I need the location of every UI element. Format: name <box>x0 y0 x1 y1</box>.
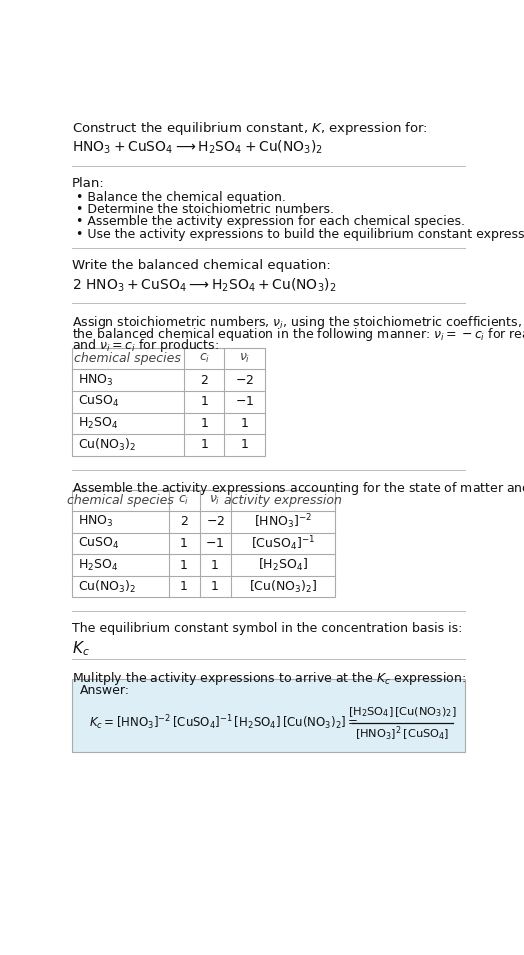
Text: $c_i$: $c_i$ <box>179 494 190 507</box>
Text: 1: 1 <box>180 559 188 571</box>
Text: 1: 1 <box>241 438 248 452</box>
Text: $\mathrm{Cu(NO_3)_2}$: $\mathrm{Cu(NO_3)_2}$ <box>78 436 136 453</box>
Text: $\nu_i$: $\nu_i$ <box>239 352 250 365</box>
Text: $\nu_i$: $\nu_i$ <box>210 494 221 507</box>
Text: $[\mathrm{HNO_3}]^{-2}$: $[\mathrm{HNO_3}]^{-2}$ <box>254 513 312 531</box>
Text: 1: 1 <box>241 417 248 430</box>
Text: $[\mathrm{HNO_3}]^2\,[\mathrm{CuSO_4}]$: $[\mathrm{HNO_3}]^2\,[\mathrm{CuSO_4}]$ <box>355 725 450 743</box>
Text: and $\nu_i = c_i$ for products:: and $\nu_i = c_i$ for products: <box>72 337 219 354</box>
Text: $K_c = [\mathrm{HNO_3}]^{-2}\,[\mathrm{CuSO_4}]^{-1}\,[\mathrm{H_2SO_4}]\,[\math: $K_c = [\mathrm{HNO_3}]^{-2}\,[\mathrm{C… <box>89 713 358 732</box>
Text: Mulitply the activity expressions to arrive at the $K_c$ expression:: Mulitply the activity expressions to arr… <box>72 669 466 687</box>
Text: $K_c$: $K_c$ <box>72 639 90 658</box>
Text: $\mathrm{2\ HNO_3 + CuSO_4 \longrightarrow H_2SO_4 + Cu(NO_3)_2}$: $\mathrm{2\ HNO_3 + CuSO_4 \longrightarr… <box>72 277 336 294</box>
Text: $\mathrm{CuSO_4}$: $\mathrm{CuSO_4}$ <box>78 394 119 410</box>
Text: $\mathrm{H_2SO_4}$: $\mathrm{H_2SO_4}$ <box>78 415 118 431</box>
Text: Construct the equilibrium constant, $K$, expression for:: Construct the equilibrium constant, $K$,… <box>72 120 428 137</box>
Text: 2: 2 <box>180 516 188 528</box>
Text: Write the balanced chemical equation:: Write the balanced chemical equation: <box>72 259 331 271</box>
Text: $[\mathrm{H_2SO_4}]\,[\mathrm{Cu(NO_3)_2}]$: $[\mathrm{H_2SO_4}]\,[\mathrm{Cu(NO_3)_2… <box>348 705 457 719</box>
Text: 1: 1 <box>200 438 208 452</box>
Text: $[\mathrm{H_2SO_4}]$: $[\mathrm{H_2SO_4}]$ <box>258 557 308 573</box>
Text: $\mathrm{CuSO_4}$: $\mathrm{CuSO_4}$ <box>78 536 119 551</box>
Text: Assign stoichiometric numbers, $\nu_i$, using the stoichiometric coefficients, $: Assign stoichiometric numbers, $\nu_i$, … <box>72 314 524 331</box>
Text: $-2$: $-2$ <box>205 516 225 528</box>
Text: $-1$: $-1$ <box>235 395 254 409</box>
Text: $\mathrm{HNO_3}$: $\mathrm{HNO_3}$ <box>78 515 114 529</box>
Text: $c_i$: $c_i$ <box>199 352 210 365</box>
Text: 1: 1 <box>211 580 219 593</box>
Text: 1: 1 <box>211 559 219 571</box>
Text: • Balance the chemical equation.: • Balance the chemical equation. <box>77 191 286 203</box>
Bar <box>72 348 265 456</box>
Text: 1: 1 <box>180 580 188 593</box>
Text: 2: 2 <box>200 373 208 387</box>
Text: Answer:: Answer: <box>80 684 129 696</box>
Text: $\mathrm{HNO_3 + CuSO_4 \longrightarrow H_2SO_4 + Cu(NO_3)_2}$: $\mathrm{HNO_3 + CuSO_4 \longrightarrow … <box>72 138 323 156</box>
Text: The equilibrium constant symbol in the concentration basis is:: The equilibrium constant symbol in the c… <box>72 622 462 635</box>
Text: the balanced chemical equation in the following manner: $\nu_i = -c_i$ for react: the balanced chemical equation in the fo… <box>72 326 524 343</box>
Text: $\mathrm{H_2SO_4}$: $\mathrm{H_2SO_4}$ <box>78 558 118 573</box>
Text: $\mathrm{Cu(NO_3)_2}$: $\mathrm{Cu(NO_3)_2}$ <box>78 579 136 595</box>
Text: $\mathrm{HNO_3}$: $\mathrm{HNO_3}$ <box>78 372 114 388</box>
Text: 1: 1 <box>200 417 208 430</box>
Text: $[\mathrm{CuSO_4}]^{-1}$: $[\mathrm{CuSO_4}]^{-1}$ <box>250 534 315 553</box>
Text: • Assemble the activity expression for each chemical species.: • Assemble the activity expression for e… <box>77 216 465 228</box>
Text: $-1$: $-1$ <box>205 537 225 550</box>
Text: • Use the activity expressions to build the equilibrium constant expression.: • Use the activity expressions to build … <box>77 228 524 241</box>
Text: $[\mathrm{Cu(NO_3)_2}]$: $[\mathrm{Cu(NO_3)_2}]$ <box>249 579 317 595</box>
Text: 1: 1 <box>180 537 188 550</box>
Text: chemical species: chemical species <box>74 352 181 365</box>
Text: chemical species: chemical species <box>67 494 173 507</box>
Text: activity expression: activity expression <box>224 494 342 507</box>
Text: Assemble the activity expressions accounting for the state of matter and $\nu_i$: Assemble the activity expressions accoun… <box>72 480 524 498</box>
Bar <box>72 490 335 598</box>
Text: $-2$: $-2$ <box>235 373 254 387</box>
Text: Plan:: Plan: <box>72 177 104 190</box>
Text: 1: 1 <box>200 395 208 409</box>
Text: • Determine the stoichiometric numbers.: • Determine the stoichiometric numbers. <box>77 203 334 216</box>
Bar <box>72 679 465 753</box>
